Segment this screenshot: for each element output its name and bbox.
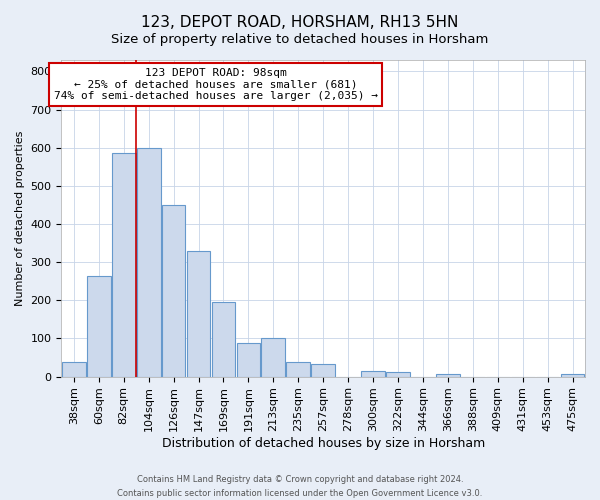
Bar [436,374,460,376]
Text: 123 DEPOT ROAD: 98sqm
← 25% of detached houses are smaller (681)
74% of semi-det: 123 DEPOT ROAD: 98sqm ← 25% of detached … [54,68,378,101]
Bar [87,276,110,376]
Text: 123, DEPOT ROAD, HORSHAM, RH13 5HN: 123, DEPOT ROAD, HORSHAM, RH13 5HN [142,15,458,30]
Bar [187,252,211,376]
Text: Size of property relative to detached houses in Horsham: Size of property relative to detached ho… [112,32,488,46]
Bar [236,343,260,376]
Bar [137,148,161,376]
Y-axis label: Number of detached properties: Number of detached properties [15,130,25,306]
Bar [386,372,410,376]
Bar [560,374,584,376]
Bar [112,154,136,376]
Bar [361,372,385,376]
Bar [62,362,86,376]
Bar [212,302,235,376]
Bar [286,362,310,376]
Bar [311,364,335,376]
Bar [262,338,285,376]
X-axis label: Distribution of detached houses by size in Horsham: Distribution of detached houses by size … [161,437,485,450]
Bar [162,205,185,376]
Text: Contains HM Land Registry data © Crown copyright and database right 2024.
Contai: Contains HM Land Registry data © Crown c… [118,476,482,498]
